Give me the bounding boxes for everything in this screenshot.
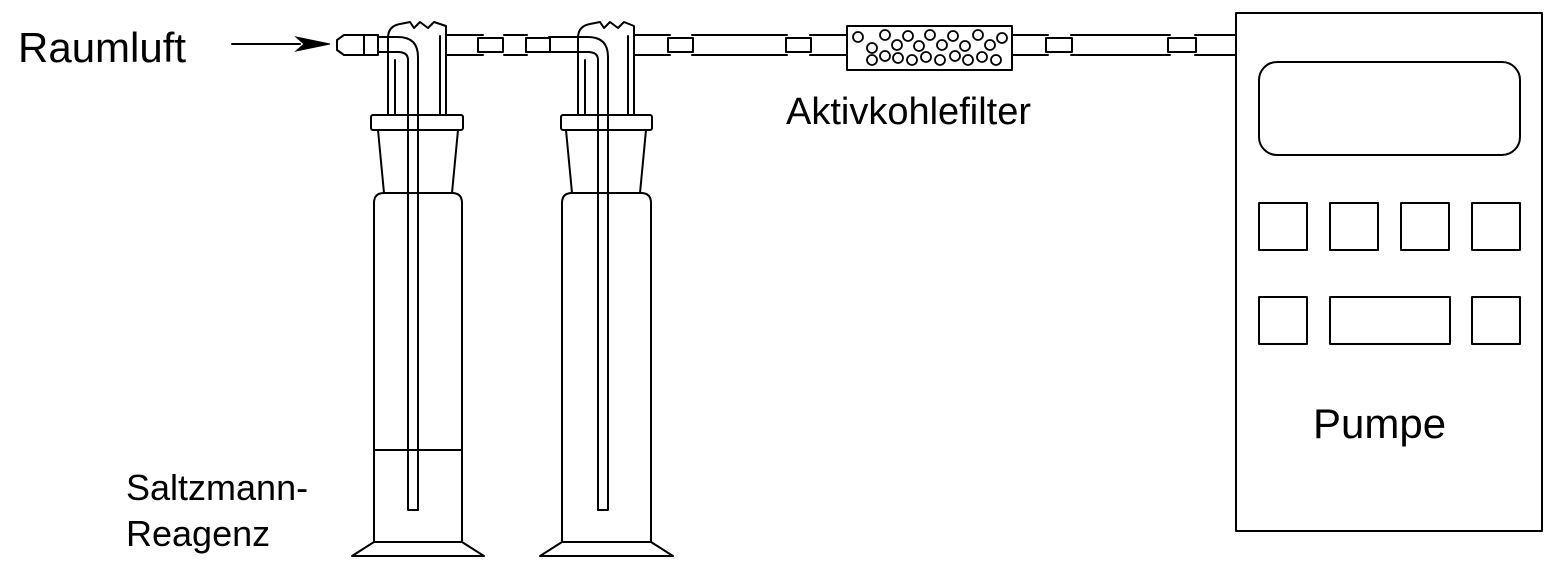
granule <box>924 29 936 41</box>
granule <box>936 39 948 51</box>
granule <box>906 54 918 66</box>
pump-display <box>1258 61 1521 156</box>
circle-icon <box>852 29 1008 66</box>
granule <box>902 30 914 42</box>
granule <box>852 31 864 43</box>
granule <box>976 51 988 63</box>
granule <box>984 39 996 51</box>
granule <box>990 54 1002 66</box>
wash-bottle-1 <box>351 21 485 557</box>
pump-wide-key <box>1329 296 1451 345</box>
filter-label: Aktivkohlefilter <box>786 91 1031 133</box>
granule <box>947 30 959 42</box>
pump-key <box>1471 202 1521 251</box>
granule <box>962 54 974 66</box>
granule <box>972 29 984 41</box>
arrow-right-icon <box>231 36 331 52</box>
inlet-nozzle <box>336 34 379 56</box>
granule <box>866 54 878 66</box>
pump-key <box>1400 202 1450 251</box>
pump-key <box>1329 202 1379 251</box>
pump-label: Pumpe <box>1313 400 1446 447</box>
granule <box>913 40 925 52</box>
reagent-label-line2: Reagenz <box>126 513 270 554</box>
granule <box>892 52 904 64</box>
pump-key <box>1471 296 1521 345</box>
granule <box>891 39 903 51</box>
pump <box>1235 12 1543 532</box>
granule <box>949 50 961 62</box>
granule <box>920 51 932 63</box>
pump-key <box>1258 202 1308 251</box>
granule <box>959 40 971 52</box>
granule <box>866 42 878 54</box>
inlet-label: Raumluft <box>18 24 186 71</box>
activated-carbon-filter <box>846 25 1013 71</box>
granule <box>879 50 891 62</box>
reagent-label-line1: Saltzmann- <box>126 467 308 508</box>
granule <box>934 54 946 66</box>
connecting-tubes <box>445 34 1237 56</box>
pump-key <box>1258 296 1308 345</box>
granule <box>879 29 891 41</box>
wash-bottle-2 <box>539 21 674 557</box>
granule <box>996 32 1008 44</box>
